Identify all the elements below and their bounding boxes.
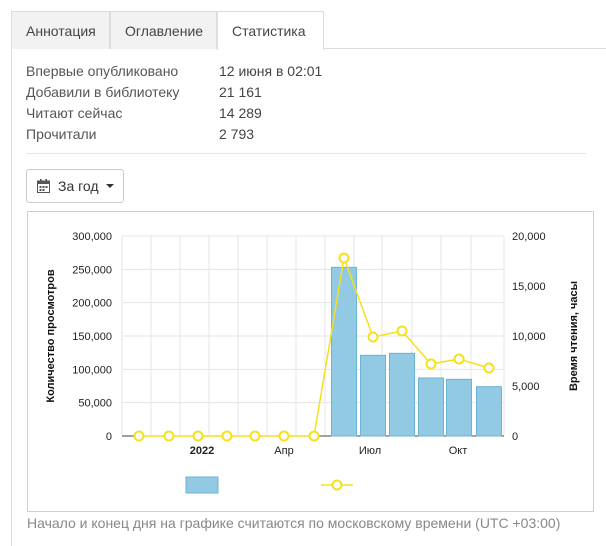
stat-label: Впервые опубликовано [26, 63, 179, 79]
line-point [367, 331, 379, 343]
line-point [249, 430, 261, 442]
y-tick-label: 0 [106, 431, 112, 443]
chart-svg: 300,000 250,000 200,000 150,000 100,000 50,00… [45, 231, 580, 494]
y-tick-label: 150,000 [72, 331, 112, 343]
stat-label: Читают сейчас [26, 105, 123, 121]
bar [418, 377, 444, 437]
x-tick-label: Окт [449, 445, 468, 457]
bar [476, 386, 502, 437]
stats-chart: 300,000 250,000 200,000 150,000 100,000 50,00… [27, 211, 594, 512]
stat-value: 2 793 [219, 126, 255, 142]
line-point [308, 430, 320, 442]
period-label: За год [58, 178, 99, 194]
stat-first-published: Впервые опубликовано 12 июня в 02:01 [26, 61, 426, 82]
line-point [192, 430, 204, 442]
y-axis-title: Количество просмотров [45, 269, 57, 402]
y-tick-label: 50,000 [78, 398, 112, 410]
y-tick-label: 300,000 [72, 231, 112, 243]
line-point [221, 430, 233, 442]
tab-bar: Аннотация Оглавление Статистика [11, 11, 606, 50]
y2-tick-label: 10,000 [512, 331, 546, 343]
y2-tick-label: 20,000 [512, 231, 546, 243]
period-dropdown-button[interactable]: За год [26, 169, 124, 203]
stat-value: 12 июня в 02:01 [219, 63, 323, 79]
legend-line-marker [331, 479, 343, 491]
stats-list: Впервые опубликовано 12 июня в 02:01 Доб… [26, 61, 426, 145]
y-tick-label: 200,000 [72, 298, 112, 310]
timezone-footnote: Начало и конец дня на графике считаются … [27, 515, 561, 531]
y-tick-label: 250,000 [72, 264, 112, 276]
bar [331, 266, 357, 437]
y2-tick-label: 5,000 [512, 381, 540, 393]
line-point [338, 252, 350, 264]
tab-annotation[interactable]: Аннотация [11, 11, 110, 49]
stat-label: Прочитали [26, 126, 97, 142]
y2-tick-label: 15,000 [512, 281, 546, 293]
y-tick-label: 100,000 [72, 364, 112, 376]
tab-contents[interactable]: Оглавление [110, 11, 217, 49]
bar [389, 352, 415, 437]
legend-bar-swatch [185, 476, 219, 494]
line-point [133, 430, 145, 442]
line-point [453, 353, 465, 365]
statistics-panel: Впервые опубликовано 12 июня в 02:01 Доб… [11, 49, 606, 546]
stat-reading-now: Читают сейчас 14 289 [26, 103, 426, 124]
line-point [278, 430, 290, 442]
line-point [163, 430, 175, 442]
x-tick-label: Июл [359, 445, 381, 457]
chevron-down-icon [106, 184, 114, 188]
divider [26, 153, 586, 154]
x-tick-label: Апр [274, 445, 293, 457]
calendar-icon [37, 179, 50, 196]
x-tick-label: 2022 [190, 445, 214, 457]
bar [446, 378, 472, 437]
stat-value: 21 161 [219, 84, 262, 100]
stat-added-to-library: Добавили в библиотеку 21 161 [26, 82, 426, 103]
y2-axis-title: Время чтения, часы [568, 281, 580, 391]
line-point [483, 362, 495, 374]
stat-label: Добавили в библиотеку [26, 84, 180, 100]
bar [360, 354, 386, 437]
stat-finished-reading: Прочитали 2 793 [26, 124, 426, 145]
y2-tick-label: 0 [512, 431, 518, 443]
line-point [425, 358, 437, 370]
line-point [396, 325, 408, 337]
stat-value: 14 289 [219, 105, 262, 121]
tab-statistics[interactable]: Статистика [217, 11, 324, 50]
